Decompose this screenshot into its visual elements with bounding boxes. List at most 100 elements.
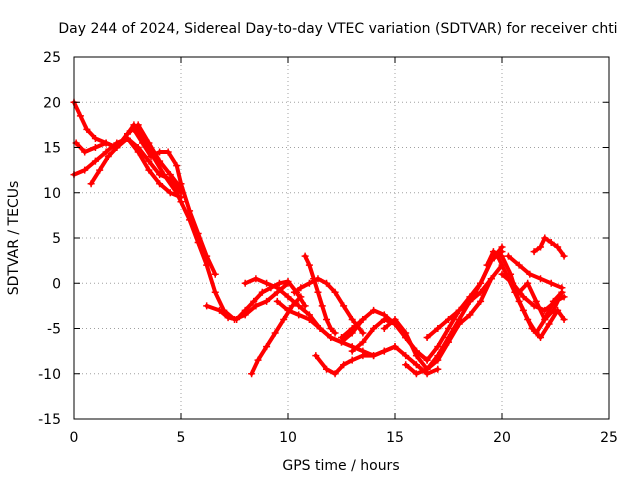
satellite-track-10 — [290, 275, 367, 337]
grid-lines — [74, 57, 609, 419]
chart-title: Day 244 of 2024, Sidereal Day-to-day VTE… — [58, 21, 617, 37]
satellite-track-6-point-6 — [258, 288, 266, 296]
satellite-track-12-point-2 — [331, 370, 339, 378]
satellite-track-23 — [515, 279, 566, 323]
satellite-track-19-point-3 — [519, 306, 527, 314]
satellite-track-16-point-1 — [412, 370, 420, 378]
satellite-track-2-point-2 — [91, 157, 99, 165]
data-series — [70, 98, 568, 378]
satellite-track-10-point-4 — [323, 279, 331, 287]
x-tick-label-3: 15 — [386, 430, 404, 446]
satellite-track-3-point-3 — [102, 139, 110, 147]
satellite-track-21-point-4 — [547, 279, 555, 287]
satellite-track-5-point-9 — [203, 252, 211, 260]
satellite-track-7-point-0 — [241, 279, 249, 287]
satellite-track-19-point-4 — [528, 325, 536, 332]
satellite-track-22-point-5 — [560, 252, 568, 260]
satellite-track-9-point-0 — [273, 297, 281, 305]
satellite-track-5-point-2 — [147, 153, 155, 161]
satellite-track-5-point-3 — [156, 148, 164, 156]
satellite-track-4-point-4 — [124, 130, 131, 138]
satellite-track-8-point-5 — [288, 302, 296, 310]
satellite-track-6-point-3 — [233, 315, 241, 323]
satellite-track-7-point-5 — [295, 302, 303, 310]
satellite-track-17-track — [425, 263, 504, 340]
satellite-track-19-point-0 — [494, 252, 502, 260]
satellite-track-9-point-4 — [316, 325, 324, 332]
satellite-track-20-point-2 — [519, 293, 527, 301]
satellite-track-22 — [530, 234, 568, 260]
satellite-track-2-point-8 — [156, 180, 164, 188]
satellite-track-1-point-2 — [83, 125, 91, 133]
y-tick-label-4: 5 — [52, 231, 61, 247]
satellite-track-4-point-6 — [145, 139, 153, 147]
satellite-track-18 — [483, 248, 566, 337]
satellite-track-10-point-2 — [305, 279, 313, 287]
satellite-track-12-point-7 — [380, 347, 388, 355]
y-tick-label-8: 25 — [43, 50, 61, 66]
satellite-track-23-point-5 — [558, 288, 566, 296]
satellite-track-21-track — [506, 254, 564, 290]
satellite-track-23-track — [517, 281, 564, 322]
satellite-track-9-point-2 — [295, 311, 303, 319]
satellite-track-22-track — [532, 236, 567, 259]
satellite-track-7-point-1 — [252, 275, 260, 283]
satellite-track-12-point-5 — [359, 352, 367, 360]
y-axis-label: SDTVAR / TECUs — [6, 181, 22, 296]
satellite-track-10-point-0 — [290, 288, 298, 296]
satellite-track-6-track — [204, 279, 308, 322]
satellite-track-1-point-20 — [252, 302, 260, 310]
satellite-track-22-point-3 — [547, 239, 555, 247]
satellite-track-12 — [312, 343, 442, 378]
satellite-track-22-point-4 — [554, 243, 562, 251]
satellite-track-16-track — [403, 245, 504, 376]
satellite-track-13-point-1 — [359, 338, 367, 346]
satellite-track-11-point-5 — [323, 315, 331, 323]
satellite-track-2-point-9 — [166, 189, 174, 197]
satellite-track-3-point-6 — [134, 144, 142, 151]
satellite-track-22-point-2 — [541, 234, 549, 242]
satellite-track-23-point-2 — [532, 297, 540, 305]
satellite-track-1-track — [72, 100, 290, 322]
satellite-track-3-point-7 — [145, 157, 153, 165]
satellite-track-10-point-5 — [331, 288, 339, 296]
satellite-track-12-point-4 — [348, 356, 356, 364]
satellite-track-12-point-8 — [391, 343, 399, 351]
satellite-track-10-point-6 — [340, 302, 348, 310]
satellite-track-11-point-3 — [314, 288, 322, 296]
satellite-track-4-point-5 — [134, 121, 142, 129]
satellite-track-8-point-2 — [263, 343, 271, 351]
satellite-track-12-point-3 — [340, 361, 348, 369]
satellite-track-12-point-0 — [312, 352, 320, 360]
satellite-track-8 — [248, 293, 305, 378]
satellite-track-6-point-9 — [284, 277, 292, 285]
satellite-track-1-point-3 — [91, 134, 99, 142]
satellite-track-5-point-4 — [164, 148, 172, 156]
satellite-track-16-point-7 — [477, 279, 485, 287]
satellite-track-21-point-0 — [504, 252, 512, 260]
satellite-track-20-point-0 — [498, 270, 506, 278]
satellite-track-9-point-5 — [327, 334, 335, 342]
satellite-track-2-point-1 — [81, 166, 89, 174]
satellite-track-12-point-10 — [412, 361, 420, 369]
satellite-track-8-point-0 — [248, 370, 256, 378]
satellite-track-4-point-1 — [96, 166, 104, 174]
satellite-track-14-point-3 — [370, 306, 378, 314]
satellite-track-5-point-7 — [186, 207, 194, 215]
satellite-track-14-point-4 — [380, 311, 388, 319]
satellite-track-23-point-4 — [549, 306, 557, 314]
satellite-track-18-point-0 — [483, 261, 491, 269]
satellite-track-19-point-6 — [545, 320, 553, 328]
x-axis-label: GPS time / hours — [282, 458, 399, 474]
satellite-track-19-point-5 — [537, 334, 545, 342]
satellite-track-16-point-9 — [498, 243, 506, 251]
satellite-track-12-point-12 — [434, 365, 442, 373]
satellite-track-17-point-1 — [434, 325, 442, 332]
satellite-track-18-point-1 — [489, 248, 497, 256]
y-tick-label-5: 10 — [43, 186, 61, 202]
satellite-track-11-point-4 — [318, 302, 326, 310]
satellite-track-4-point-0 — [87, 180, 95, 188]
satellite-track-8-point-6 — [297, 293, 305, 301]
satellite-track-15-point-1 — [391, 315, 399, 323]
